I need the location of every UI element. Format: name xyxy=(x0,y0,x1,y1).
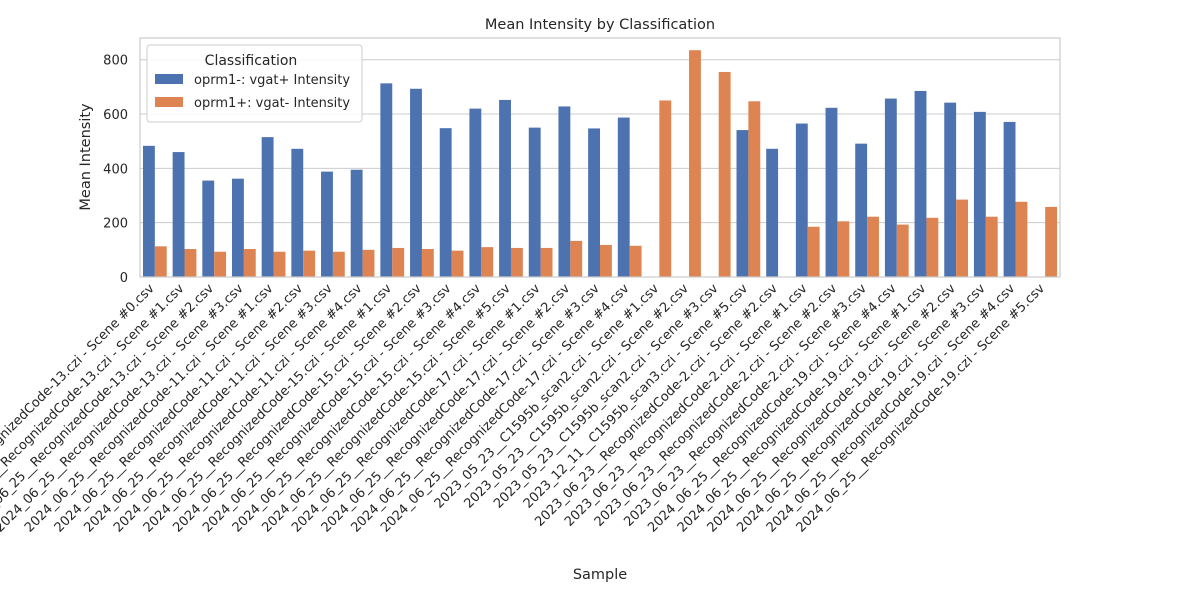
legend-label-vgat: oprm1-: vgat+ Intensity xyxy=(194,73,350,88)
bar-oprm1 xyxy=(510,247,523,277)
bar-oprm1 xyxy=(748,101,761,277)
bar-oprm1 xyxy=(540,247,553,277)
bar-vgat xyxy=(528,127,541,277)
bar-oprm1 xyxy=(332,251,345,277)
bar-vgat xyxy=(617,117,630,277)
bar-vgat xyxy=(380,83,393,277)
bar-oprm1 xyxy=(926,217,939,277)
bar-oprm1 xyxy=(362,249,375,277)
legend: Classification oprm1-: vgat+ Intensity o… xyxy=(146,44,363,123)
y-tick-label: 200 xyxy=(103,217,128,232)
y-tick-label: 400 xyxy=(103,162,128,177)
bar-vgat xyxy=(321,171,333,277)
bars xyxy=(142,50,1058,278)
legend-title: Classification xyxy=(205,53,298,69)
bar-oprm1 xyxy=(807,226,820,277)
bar-oprm1 xyxy=(1045,206,1058,277)
y-tick-label: 0 xyxy=(120,271,128,286)
bar-oprm1 xyxy=(184,249,197,277)
bar-oprm1 xyxy=(243,249,256,277)
y-axis-label: Mean Intensity xyxy=(78,103,94,211)
bar-vgat xyxy=(766,148,779,277)
bar-oprm1 xyxy=(985,216,998,277)
y-tick-label: 800 xyxy=(103,54,128,69)
bar-vgat xyxy=(439,128,452,277)
bar-oprm1 xyxy=(718,71,731,278)
legend-swatch-oprm1 xyxy=(155,97,183,107)
bar-oprm1 xyxy=(421,249,434,277)
bar-oprm1 xyxy=(689,50,701,278)
legend-swatch-vgat xyxy=(155,74,183,84)
bar-vgat xyxy=(172,152,185,277)
bar-vgat xyxy=(410,88,422,277)
bar-oprm1 xyxy=(896,224,909,277)
y-tick-labels: 0 200 400 600 800 xyxy=(103,54,128,286)
x-tick-labels: 2024_06_25__RecognizedCode-13.czi - Scen… xyxy=(0,281,1048,536)
bar-oprm1 xyxy=(214,251,227,277)
plot-frame xyxy=(139,37,1061,278)
bar-vgat xyxy=(202,180,215,277)
bar-vgat xyxy=(588,128,600,277)
bar-oprm1 xyxy=(629,245,642,277)
bar-vgat xyxy=(291,148,304,277)
bar-vgat xyxy=(261,137,274,277)
bar-vgat xyxy=(736,130,749,277)
bar-oprm1 xyxy=(837,221,850,277)
bar-vgat xyxy=(350,169,363,277)
bar-vgat xyxy=(558,106,571,277)
bar-vgat xyxy=(914,90,927,277)
bar-oprm1 xyxy=(867,216,879,277)
bar-oprm1 xyxy=(273,251,286,277)
bar-oprm1 xyxy=(956,199,968,277)
bar-vgat xyxy=(884,98,897,277)
bar-vgat xyxy=(499,99,511,277)
bar-vgat xyxy=(1003,121,1016,277)
bar-oprm1 xyxy=(600,244,612,277)
x-axis-label: Sample xyxy=(573,567,627,583)
bar-vgat xyxy=(232,178,244,277)
chart-title: Mean Intensity by Classification xyxy=(485,17,715,33)
bar-vgat xyxy=(142,145,155,277)
bar-vgat xyxy=(795,123,808,277)
bar-oprm1 xyxy=(154,246,167,277)
legend-label-oprm1: oprm1+: vgat- Intensity xyxy=(194,96,350,111)
legend-box xyxy=(146,44,363,123)
bar-vgat xyxy=(469,108,482,277)
bar-vgat xyxy=(973,111,986,277)
bar-oprm1 xyxy=(570,240,583,277)
bar-vgat xyxy=(944,102,957,277)
bar-vgat xyxy=(825,107,838,278)
bar-oprm1 xyxy=(659,100,672,277)
bar-oprm1 xyxy=(303,250,316,277)
y-tick-label: 600 xyxy=(103,108,128,123)
bar-oprm1 xyxy=(1015,201,1028,277)
bar-oprm1 xyxy=(451,250,464,277)
bar-vgat xyxy=(855,143,868,277)
bar-oprm1 xyxy=(481,247,494,277)
bar-oprm1 xyxy=(392,247,405,277)
